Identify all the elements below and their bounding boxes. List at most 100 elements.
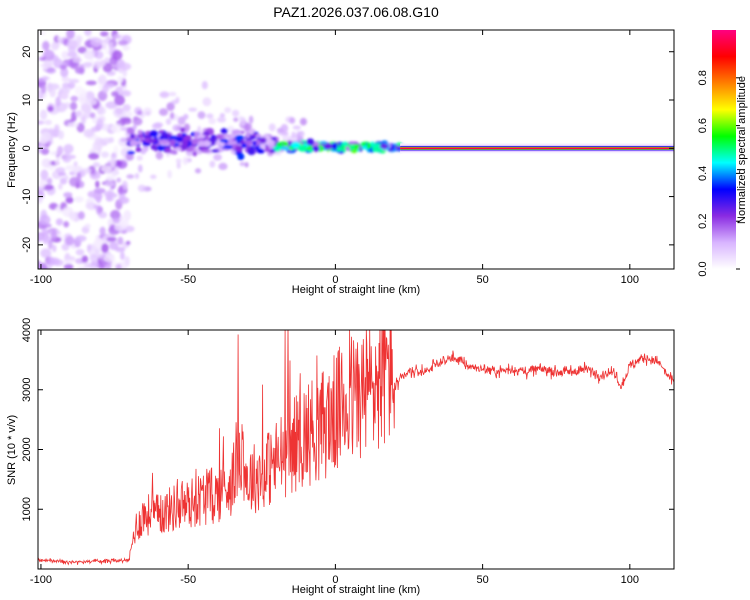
spectrogram-cell (210, 149, 220, 153)
spectrogram-cell (158, 108, 169, 116)
spectrogram-cell (197, 125, 202, 135)
spectrogram-cell (50, 41, 60, 51)
spectrogram-cell (150, 130, 158, 134)
spectrogram-cell (92, 162, 101, 168)
y-tick-label: 0 (21, 145, 33, 151)
spectrogram-cell (67, 51, 78, 58)
spectrogram-cell (75, 235, 87, 242)
spectrogram-cell (93, 187, 106, 194)
spectrogram-cell (63, 259, 75, 265)
spectrogram-cell (151, 122, 162, 130)
spectrogram-cell (200, 149, 211, 153)
spectrogram-cell (40, 248, 52, 258)
spectrogram-cell (110, 123, 123, 134)
spectrogram-cell (239, 161, 245, 167)
spectrogram-cell (90, 37, 103, 47)
spectrogram-cell (259, 137, 267, 144)
spectrogram-cell (137, 164, 143, 173)
spectrogram-cell (52, 244, 57, 253)
spectrogram-cell (112, 217, 121, 224)
spectrogram-cell (104, 82, 115, 88)
spectrogram-cell (143, 107, 152, 116)
spectrogram-cell (248, 115, 254, 124)
colorbar: 0.0 0.2 0.4 0.6 0.8 Normalized spectral ampl… (697, 30, 748, 277)
spectrogram-cell (299, 132, 304, 137)
spectrogram-cell (129, 139, 139, 147)
x-tick-label: -50 (180, 574, 196, 586)
spectrogram-cell (63, 263, 74, 269)
spectrogram-cell (63, 221, 70, 228)
spectrogram-cell (56, 36, 63, 42)
spectrogram-cell (76, 172, 82, 183)
spectrogram-cell (111, 50, 123, 61)
spectrogram-cell (56, 145, 64, 156)
spectrogram-cell (98, 74, 107, 85)
spectrogram-cell (60, 209, 72, 215)
spectrogram-cell (219, 139, 229, 143)
spectrogram-cell (85, 104, 92, 115)
spectrogram-cell (38, 89, 42, 99)
spectrogram-cell (58, 172, 67, 177)
spectrogram-cell (40, 147, 50, 155)
spectrogram-cell (95, 180, 100, 188)
spectrogram-cell (159, 129, 164, 133)
spectrogram-y-axis-label: Frequency (Hz) (6, 112, 18, 188)
spectrogram-cell (324, 142, 333, 150)
x-tick-label: 100 (621, 574, 639, 586)
spectrogram-cell (135, 147, 142, 153)
spectrogram-cell (126, 127, 135, 135)
spectrogram-cell (220, 128, 229, 134)
spectrogram-cell (125, 240, 131, 245)
spectrogram-cell (136, 155, 143, 161)
y-tick-label: 4000 (21, 318, 33, 342)
spectrogram-cell (101, 151, 110, 158)
spectrogram-cell (55, 167, 66, 174)
spectrogram-cell (61, 243, 70, 251)
spectrogram-cell (209, 160, 216, 168)
spectrogram-cell (123, 209, 132, 221)
spectrogram-cell (61, 50, 69, 60)
spectrogram-cell (126, 150, 135, 155)
spectrogram-cell (59, 64, 67, 70)
spectrogram-cell (111, 91, 119, 97)
spectrogram-cell (106, 236, 117, 242)
spectrogram-cell (245, 139, 252, 146)
spectrogram-cell (77, 266, 88, 269)
spectrogram-cell (114, 107, 124, 115)
spectrogram-cell (192, 151, 198, 157)
spectrogram-cell (74, 196, 84, 203)
spectrogram-cell (233, 117, 239, 122)
spectrogram-cell (85, 98, 98, 106)
spectrogram-cell (62, 154, 72, 163)
x-tick-label: 0 (332, 274, 338, 286)
spectrogram-cell (54, 160, 60, 165)
spectrogram-cell (175, 96, 180, 104)
spectrogram-cell (67, 122, 79, 128)
spectrogram-cell (137, 184, 146, 192)
spectrogram-cell (85, 80, 97, 86)
spectrogram-cell (257, 149, 265, 154)
spectrogram-cell (81, 255, 89, 263)
spectrogram-cell (182, 140, 189, 146)
spectrogram-cell (166, 152, 171, 158)
spectrogram-cell (180, 127, 186, 133)
spectrogram-cell (283, 137, 288, 142)
spectrogram-cell (279, 146, 290, 151)
spectrogram-cell (74, 85, 84, 96)
spectrogram-cell (165, 118, 172, 125)
colorbar-tick-label: 0.4 (697, 166, 709, 181)
spectrogram-cell (159, 139, 169, 145)
y-tick-label: -10 (21, 189, 33, 205)
spectrogram-cell (289, 117, 296, 124)
spectrogram-cell (299, 117, 308, 126)
spectrogram-cell (366, 143, 371, 150)
spectrogram-cell (65, 235, 75, 246)
x-tick-label: 50 (476, 574, 488, 586)
spectrogram-carrier-band (400, 143, 674, 154)
colorbar-gradient (712, 30, 736, 269)
spectrogram-cell (38, 120, 45, 125)
colorbar-tick-label: 0.8 (697, 70, 709, 85)
spectrogram-cell (60, 67, 69, 78)
